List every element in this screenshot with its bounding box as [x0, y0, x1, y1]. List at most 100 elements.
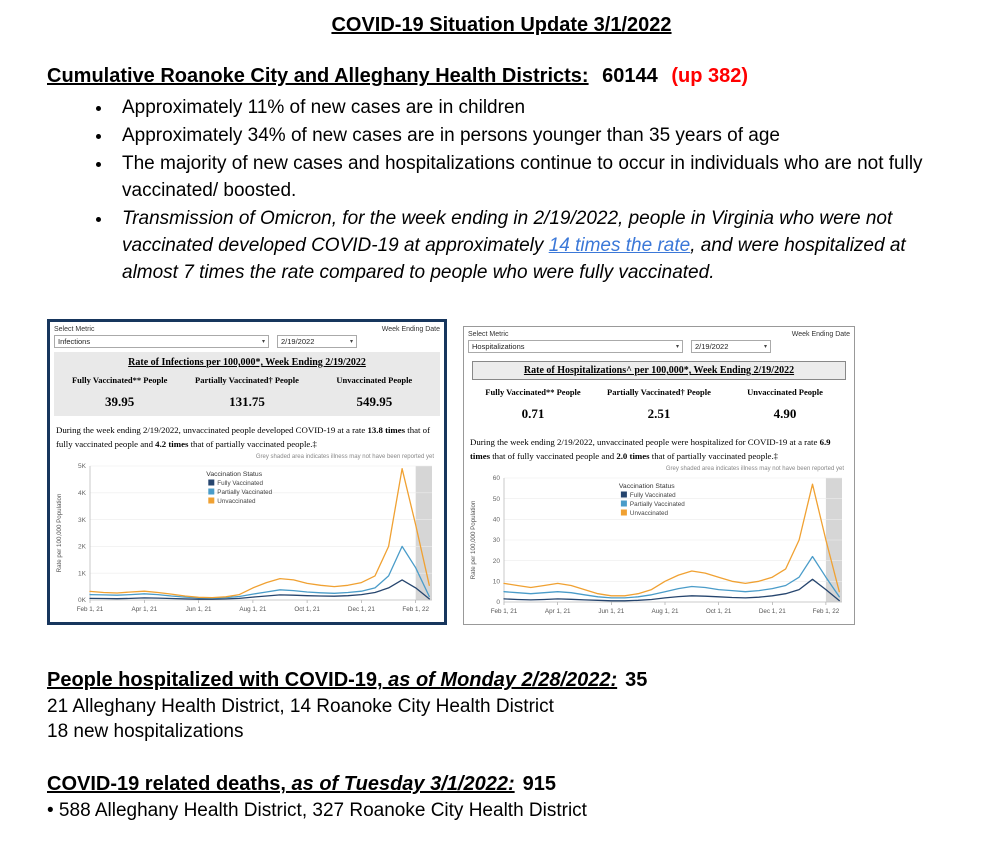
- fully-vaccinated-column: Fully Vaccinated** People 39.95: [56, 375, 183, 410]
- svg-text:Aug 1, 21: Aug 1, 21: [239, 606, 266, 613]
- svg-text:60: 60: [493, 475, 501, 482]
- svg-text:Unvaccinated: Unvaccinated: [217, 498, 256, 505]
- hospitalized-heading: People hospitalized with COVID-19,: [47, 669, 383, 692]
- infections-description: During the week ending 2/19/2022, unvacc…: [56, 424, 438, 451]
- metric-dropdown[interactable]: Hospitalizations ▾: [468, 340, 683, 353]
- partially-vaccinated-column: Partially Vaccinated† People 2.51: [596, 387, 722, 422]
- svg-text:5K: 5K: [78, 463, 87, 470]
- chevron-down-icon: ▾: [349, 339, 353, 345]
- svg-text:Dec 1, 21: Dec 1, 21: [759, 608, 786, 615]
- desc-bold-ratio: 13.8 times: [367, 425, 406, 435]
- svg-text:0: 0: [496, 599, 500, 606]
- svg-text:Fully Vaccinated: Fully Vaccinated: [217, 480, 263, 487]
- rate-hyperlink[interactable]: 14 times the rate: [548, 235, 691, 256]
- column-header: Unvaccinated People: [747, 387, 823, 397]
- svg-text:Feb 1, 22: Feb 1, 22: [813, 608, 840, 615]
- cumulative-section: Cumulative Roanoke City and Alleghany He…: [47, 65, 956, 286]
- grey-shaded-note: Grey shaded area indicates illness may n…: [255, 454, 434, 461]
- desc-bold-ratio: 2.0 times: [616, 450, 650, 461]
- bullet-item-unvaccinated-majority: The majority of new cases and hospitaliz…: [113, 150, 927, 204]
- hospitalized-district-breakdown: 21 Alleghany Health District, 14 Roanoke…: [47, 696, 554, 718]
- omicron-text-pre: Transmission of Omicron, for the week en…: [122, 208, 893, 256]
- bullet-item-omicron-transmission: Transmission of Omicron, for the week en…: [113, 205, 927, 286]
- desc-text: that of partially vaccinated people.‡: [188, 438, 317, 449]
- date-dropdown-value: 2/19/2022: [281, 337, 315, 346]
- svg-text:Dec 1, 21: Dec 1, 21: [348, 606, 375, 613]
- metric-dropdown-value: Infections: [58, 337, 91, 346]
- week-ending-date-label: Week Ending Date: [381, 326, 440, 333]
- infections-table-columns: Fully Vaccinated** People 39.95 Partiall…: [56, 375, 438, 410]
- svg-text:10: 10: [493, 579, 501, 586]
- infections-rate-table: Rate of Infections per 100,000*, Week En…: [54, 352, 440, 416]
- desc-text: that of fully vaccinated people and: [490, 450, 617, 461]
- svg-text:Unvaccinated: Unvaccinated: [630, 510, 669, 517]
- column-value: 0.71: [521, 406, 545, 421]
- deaths-heading-line: COVID-19 related deaths, as of Tuesday 3…: [47, 773, 956, 796]
- chevron-down-icon: ▾: [675, 344, 679, 350]
- bullet-item-children: Approximately 11% of new cases are in ch…: [113, 94, 927, 121]
- deaths-count: 915: [522, 773, 556, 796]
- date-dropdown[interactable]: 2/19/2022 ▾: [691, 340, 771, 353]
- svg-text:40: 40: [493, 517, 501, 524]
- infections-panel-top: Select Metric Week Ending Date: [54, 325, 440, 334]
- desc-text: During the week ending 2/19/2022, unvacc…: [56, 425, 368, 435]
- page-title-text: COVID-19 Situation Update 3/1/2022: [331, 14, 672, 36]
- svg-text:Apr 1, 21: Apr 1, 21: [132, 606, 158, 613]
- hospitalized-section: People hospitalized with COVID-19, as of…: [47, 669, 956, 743]
- column-value: 549.95: [356, 394, 393, 409]
- document-page: COVID-19 Situation Update 3/1/2022 Cumul…: [0, 0, 1003, 822]
- svg-text:2K: 2K: [78, 544, 87, 551]
- deaths-section: COVID-19 related deaths, as of Tuesday 3…: [47, 773, 956, 822]
- svg-text:1K: 1K: [78, 571, 87, 578]
- svg-text:Partially Vaccinated: Partially Vaccinated: [217, 489, 272, 496]
- svg-text:Rate per 100,000 Population: Rate per 100,000 Population: [470, 500, 477, 579]
- svg-text:30: 30: [493, 537, 501, 544]
- svg-text:Oct 1, 21: Oct 1, 21: [294, 606, 320, 613]
- unvaccinated-column: Unvaccinated People 4.90: [722, 387, 848, 422]
- svg-text:Jun 1, 21: Jun 1, 21: [598, 608, 624, 615]
- infections-line-chart: 0K 1K 2K 3K 4K 5K Feb 1, 21 Apr 1, 21 Jun 1, 21 A…: [54, 460, 440, 618]
- infections-dropdown-row: Infections ▾ 2/19/2022 ▾: [54, 335, 440, 348]
- cumulative-heading-line: Cumulative Roanoke City and Alleghany He…: [47, 65, 956, 88]
- hospitalizations-panel-top: Select Metric Week Ending Date: [468, 330, 850, 339]
- column-value: 4.90: [773, 406, 797, 421]
- svg-text:Vaccination Status: Vaccination Status: [206, 471, 262, 478]
- date-dropdown-value: 2/19/2022: [695, 342, 729, 351]
- svg-text:Vaccination Status: Vaccination Status: [619, 483, 675, 490]
- desc-bold-ratio: 6.9 times: [470, 437, 831, 461]
- partially-vaccinated-column: Partially Vaccinated† People 131.75: [183, 375, 310, 410]
- svg-text:50: 50: [493, 496, 501, 503]
- desc-text: that of fully vaccinated people and: [56, 425, 431, 449]
- chevron-down-icon: ▾: [261, 339, 265, 345]
- hospitalizations-table-title: Rate of Hospitalizations^ per 100,000*, …: [472, 361, 846, 380]
- hospitalizations-dashboard-panel: Select Metric Week Ending Date Hospitali…: [463, 326, 855, 626]
- hospitalized-heading-line: People hospitalized with COVID-19, as of…: [47, 669, 956, 692]
- hospitalizations-line-chart: 0 10 20 30 40 50 60 Feb 1, 21 Apr 1, 21 Jun 1, 21…: [468, 472, 850, 620]
- svg-text:Fully Vaccinated: Fully Vaccinated: [630, 492, 676, 499]
- bullet-item-younger-35: Approximately 34% of new cases are in pe…: [113, 122, 927, 149]
- date-dropdown[interactable]: 2/19/2022 ▾: [277, 335, 357, 348]
- dashboard-screenshots: Select Metric Week Ending Date Infection…: [47, 319, 956, 626]
- svg-text:Rate per 100,000 Population: Rate per 100,000 Population: [56, 493, 63, 572]
- hospitalized-heading-date: as of Monday 2/28/2022:: [382, 669, 618, 692]
- hospitalizations-rate-table: Rate of Hospitalizations^ per 100,000*, …: [468, 357, 850, 428]
- infections-table-title: Rate of Infections per 100,000*, Week En…: [128, 357, 366, 368]
- metric-dropdown-value: Hospitalizations: [472, 342, 525, 351]
- column-value: 39.95: [105, 394, 135, 409]
- metric-dropdown[interactable]: Infections ▾: [54, 335, 269, 348]
- column-header: Fully Vaccinated** People: [485, 387, 581, 397]
- svg-text:Oct 1, 21: Oct 1, 21: [706, 608, 732, 615]
- hospitalizations-dropdown-row: Hospitalizations ▾ 2/19/2022 ▾: [468, 340, 850, 353]
- column-value: 131.75: [229, 394, 265, 409]
- unvaccinated-column: Unvaccinated People 549.95: [311, 375, 438, 410]
- cumulative-heading: Cumulative Roanoke City and Alleghany He…: [47, 65, 589, 87]
- hospitalizations-table-columns: Fully Vaccinated** People 0.71 Partially…: [470, 387, 848, 422]
- select-metric-label: Select Metric: [54, 326, 95, 333]
- svg-text:Aug 1, 21: Aug 1, 21: [652, 608, 679, 615]
- desc-bold-ratio: 4.2 times: [155, 438, 189, 449]
- desc-text: that of partially vaccinated people.‡: [649, 450, 779, 461]
- fully-vaccinated-column: Fully Vaccinated** People 0.71: [470, 387, 596, 422]
- column-header: Partially Vaccinated† People: [607, 387, 711, 397]
- column-header: Unvaccinated People: [336, 375, 413, 385]
- deaths-district-breakdown: • 588 Alleghany Health District, 327 Roa…: [47, 800, 587, 822]
